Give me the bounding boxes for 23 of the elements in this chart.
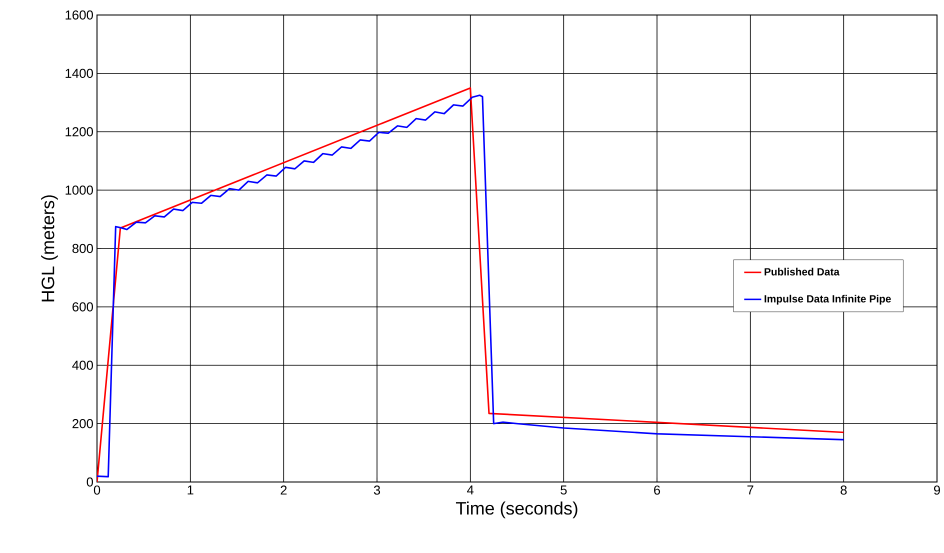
x-tick-label: 5 <box>560 486 567 495</box>
y-tick-label: 1600 <box>66 10 93 20</box>
x-tick-label: 6 <box>654 486 660 495</box>
x-tick-label: 4 <box>467 486 474 494</box>
x-tick-label: 7 <box>747 486 754 494</box>
x-tick-label: 1 <box>188 486 194 494</box>
y-tick-label: 200 <box>72 419 93 428</box>
y-tick-label: 600 <box>72 302 93 312</box>
y-axis-title: HGL (meters) <box>41 195 58 302</box>
x-tick-label: 3 <box>374 486 380 495</box>
x-tick-label: 2 <box>280 486 287 495</box>
x-tick-label: 8 <box>840 486 847 495</box>
x-tick-label: 0 <box>94 486 100 495</box>
legend-label: Published Data <box>764 268 840 276</box>
y-tick-label: 1400 <box>66 68 93 78</box>
y-tick-label: 1000 <box>66 186 93 195</box>
legend-label: Impulse Data Infinite Pipe <box>764 294 891 305</box>
x-tick-label: 9 <box>934 486 940 495</box>
x-axis-title: Time (seconds) <box>456 502 578 518</box>
y-tick-label: 0 <box>86 477 93 487</box>
y-tick-label: 1200 <box>66 127 93 136</box>
y-tick-label: 800 <box>72 244 93 254</box>
y-tick-label: 400 <box>72 360 93 370</box>
